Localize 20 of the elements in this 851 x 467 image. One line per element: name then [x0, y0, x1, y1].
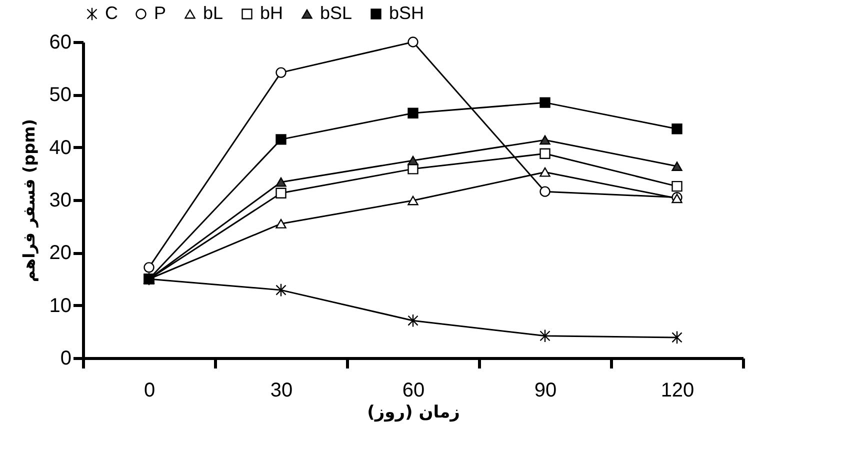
- x-tick-label: 90: [534, 380, 557, 402]
- x-tick-label: 0: [144, 380, 156, 402]
- y-tick-label: 0: [60, 348, 72, 370]
- y-tick-label: 20: [49, 242, 72, 264]
- legend-label: bSL: [320, 3, 352, 23]
- y-tick-label: 10: [49, 294, 72, 317]
- legend-label: P: [154, 3, 166, 23]
- y-tick-label: 40: [49, 136, 72, 159]
- x-tick-label: 30: [270, 380, 293, 402]
- legend-label: bL: [203, 3, 224, 23]
- y-tick-label: 50: [49, 84, 72, 106]
- legend-label: C: [105, 3, 118, 23]
- legend-label: bSH: [389, 3, 424, 23]
- y-tick-label: 60: [49, 32, 72, 54]
- x-tick-label: 60: [402, 380, 425, 402]
- y-tick-label: 30: [49, 190, 72, 212]
- x-tick-label: 120: [660, 380, 694, 402]
- x-axis-title: زمان (روز): [367, 402, 460, 422]
- y-axis-title: فسفر فراهم (ppm): [19, 118, 38, 282]
- legend-label: bH: [260, 3, 284, 23]
